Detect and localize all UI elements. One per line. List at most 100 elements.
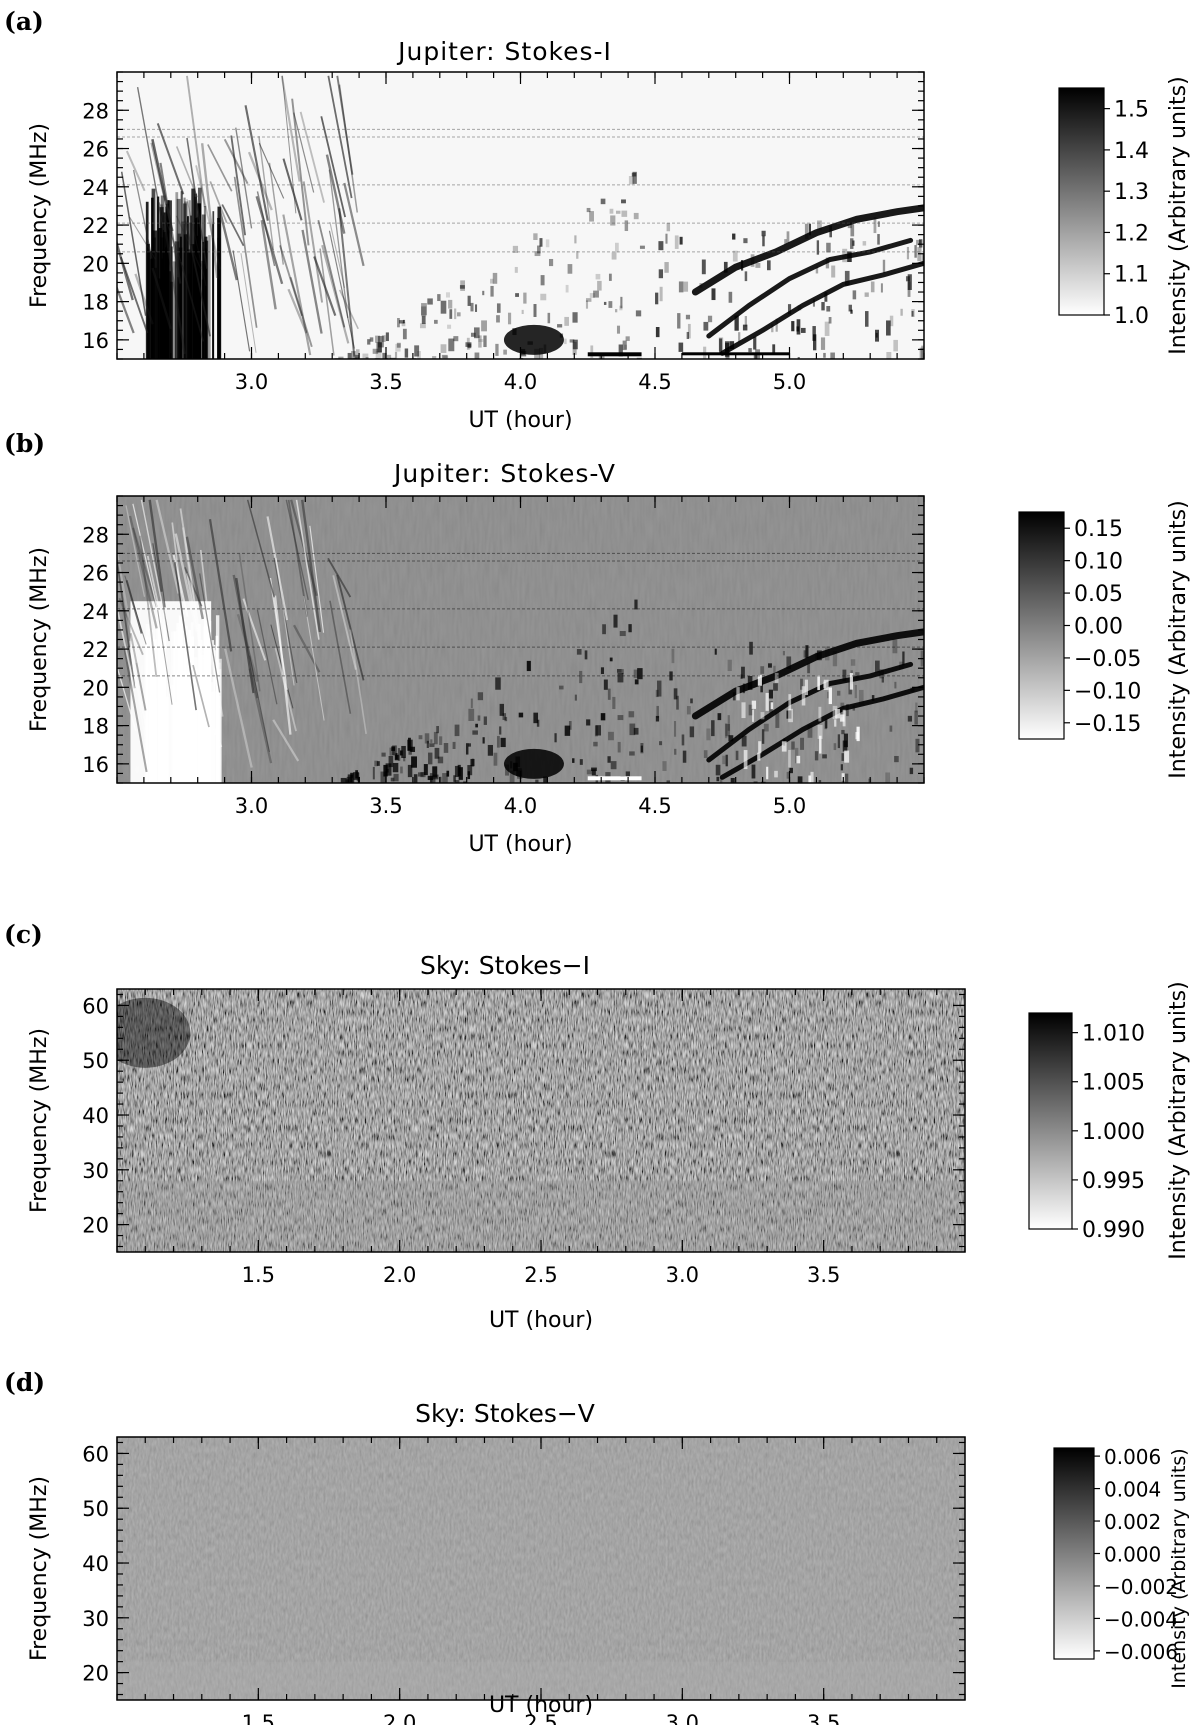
late-mark-white <box>801 686 806 706</box>
colorbar-tick-label: 1.005 <box>1082 1071 1145 1096</box>
drift-streak <box>199 549 219 699</box>
late-mark-white <box>760 712 765 720</box>
late-mark-white <box>840 714 845 722</box>
arc-mark <box>633 727 639 735</box>
arc-mark <box>631 172 637 177</box>
late-mark <box>771 324 774 333</box>
late-mark <box>858 689 864 705</box>
late-mark <box>775 712 780 728</box>
arc-mark <box>564 316 569 326</box>
x-tick-label: 2.5 <box>524 1263 557 1287</box>
late-mark <box>797 305 802 311</box>
late-mark <box>814 751 819 761</box>
arc-mark <box>608 273 612 281</box>
dark-patch <box>117 997 191 1068</box>
panel-label: (d) <box>4 1368 45 1397</box>
arc-mark <box>622 340 627 351</box>
y-tick-label: 20 <box>82 1662 109 1686</box>
late-mark <box>744 271 748 282</box>
late-mark <box>850 659 856 666</box>
late-mark <box>678 342 684 352</box>
late-mark <box>907 274 912 290</box>
drift-streak <box>249 655 270 753</box>
panel-title: Sky: Stokes−I <box>420 951 590 980</box>
late-mark <box>800 327 806 333</box>
colorbar-tick-label: 1.0 <box>1114 304 1149 329</box>
burst-mark <box>182 681 187 783</box>
drift-streak <box>332 575 357 670</box>
late-mark <box>659 741 663 746</box>
drift-streak <box>289 276 313 348</box>
late-mark <box>864 292 869 297</box>
drift-streak <box>155 499 180 594</box>
drift-streak <box>260 220 277 310</box>
arc-mark <box>362 353 369 359</box>
arc-mark <box>446 770 450 777</box>
arc-mark <box>633 212 639 220</box>
burst-mark <box>176 622 181 783</box>
arc-mark <box>526 660 531 672</box>
x-tick-label: 2.0 <box>383 1263 416 1287</box>
drift-streak <box>132 527 158 608</box>
arc-mark <box>567 264 573 274</box>
arc-mark <box>496 736 500 748</box>
arc-mark <box>619 631 626 637</box>
drift-streak <box>293 624 321 673</box>
panel-label: (b) <box>4 429 45 458</box>
drift-streak <box>313 256 337 316</box>
late-mark <box>669 671 673 681</box>
colorbar-tick-label: 0.000 <box>1104 1543 1161 1567</box>
drift-streak <box>319 248 335 356</box>
arc-mark <box>621 669 624 675</box>
arc-mark <box>523 292 527 304</box>
late-mark <box>826 305 831 312</box>
arc-mark <box>621 210 628 217</box>
arc-mark <box>440 344 447 353</box>
colorbar-tick-label: −0.10 <box>1074 679 1141 704</box>
arc-mark <box>429 743 435 747</box>
arc-mark <box>503 349 507 355</box>
late-mark <box>772 344 776 354</box>
y-tick-label: 40 <box>82 1104 109 1128</box>
y-tick-label: 20 <box>82 676 109 700</box>
drift-streak <box>309 525 325 633</box>
drift-streak <box>285 499 309 601</box>
arc-mark <box>454 780 460 783</box>
x-tick-label: 2.0 <box>383 1711 416 1725</box>
dark-band <box>587 352 642 357</box>
arc-mark <box>428 752 433 765</box>
drift-streak <box>233 176 258 328</box>
late-mark <box>729 341 735 350</box>
arc-mark <box>616 669 622 673</box>
late-mark <box>761 729 765 744</box>
drift-streak <box>117 285 135 334</box>
colorbar-tick-label: −0.15 <box>1074 712 1141 737</box>
late-mark <box>800 737 805 750</box>
colorbar: 0.006 0.004 0.002 0.000 −0.002 −0.004 −0.006In… <box>1053 1445 1190 1689</box>
arc-mark <box>417 772 424 777</box>
heatmap-area <box>117 72 924 359</box>
arc-mark <box>603 679 608 690</box>
late-mark <box>826 242 831 253</box>
late-mark-white <box>781 741 787 752</box>
late-mark <box>841 729 845 735</box>
late-mark <box>815 652 818 660</box>
late-mark <box>789 767 793 774</box>
late-mark <box>727 715 730 731</box>
arc-mark <box>426 740 429 748</box>
late-mark <box>750 254 755 267</box>
late-mark <box>658 269 664 279</box>
burst-mark <box>197 675 200 783</box>
late-mark <box>762 235 765 247</box>
emission-band <box>691 628 924 720</box>
colorbar-tick-label: 0.10 <box>1074 550 1123 575</box>
colorbar-tick-label: 1.010 <box>1082 1022 1145 1047</box>
late-mark <box>748 704 754 716</box>
burst-mark <box>156 612 160 783</box>
late-mark-white <box>752 709 755 722</box>
late-mark-white <box>788 708 793 723</box>
colorbar-label: Intensity (Arbitrary units) <box>1166 76 1191 354</box>
arc-mark <box>574 694 577 701</box>
burst-mark <box>204 624 208 783</box>
